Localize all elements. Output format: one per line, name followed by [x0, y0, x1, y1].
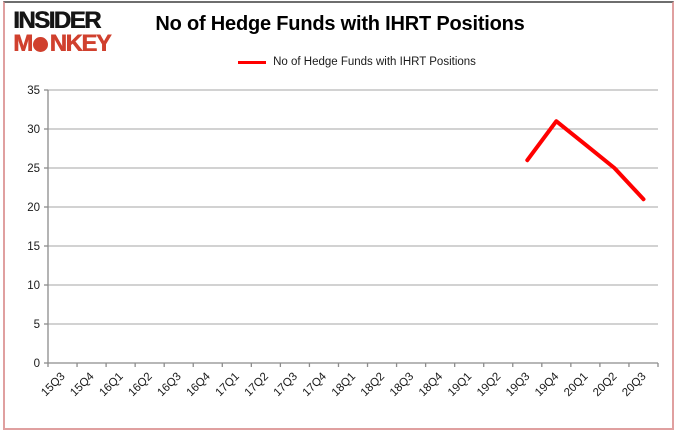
- x-tick-label: 19Q2: [475, 371, 503, 399]
- series-line: [525, 119, 646, 202]
- x-tick-label: 16Q3: [155, 371, 183, 399]
- y-tick-label: 20: [27, 202, 40, 214]
- x-tick-label: 19Q1: [446, 371, 474, 399]
- y-tick-label: 0: [34, 358, 40, 370]
- x-tick-label: 16Q4: [184, 370, 213, 399]
- logo-insider-text: INSIDER: [13, 7, 101, 34]
- x-tick-label: 19Q3: [504, 371, 532, 399]
- x-tick-label: 20Q3: [620, 371, 648, 399]
- x-tick-label: 17Q4: [301, 370, 330, 399]
- x-tick-label: 16Q2: [126, 371, 154, 399]
- x-tick-label: 17Q3: [272, 371, 300, 399]
- x-tick-label: 15Q4: [68, 370, 97, 399]
- y-tick-label: 10: [27, 280, 40, 292]
- y-tick-label: 25: [27, 163, 40, 175]
- x-tick-label: 18Q1: [330, 371, 358, 399]
- logo-o-disc: [33, 37, 48, 52]
- x-tick-label: 18Q2: [359, 371, 387, 399]
- y-tick-label: 15: [27, 241, 40, 253]
- y-tick-label: 30: [27, 124, 40, 136]
- x-tick-label: 19Q4: [533, 370, 562, 399]
- chart-title: No of Hedge Funds with IHRT Positions: [155, 13, 525, 35]
- x-tick-label: 18Q4: [417, 370, 446, 399]
- x-tick-label: 17Q2: [243, 371, 271, 399]
- x-tick-label: 16Q1: [97, 371, 125, 399]
- y-tick-label: 5: [34, 319, 40, 331]
- x-tick-label: 20Q2: [591, 371, 619, 399]
- legend-line-swatch: [238, 60, 267, 64]
- legend: No of Hedge Funds with IHRT Positions: [48, 56, 666, 68]
- x-tick-label: 20Q1: [562, 371, 590, 399]
- x-tick-label: 18Q3: [388, 371, 416, 399]
- x-tick-label: 15Q3: [39, 371, 67, 399]
- insider-monkey-logo: INSIDER M NKEY: [13, 7, 112, 57]
- x-tick-label: 17Q1: [214, 371, 242, 399]
- logo-monkey-text: M NKEY: [13, 30, 112, 57]
- y-tick-label: 35: [27, 85, 40, 97]
- legend-label: No of Hedge Funds with IHRT Positions: [273, 56, 476, 68]
